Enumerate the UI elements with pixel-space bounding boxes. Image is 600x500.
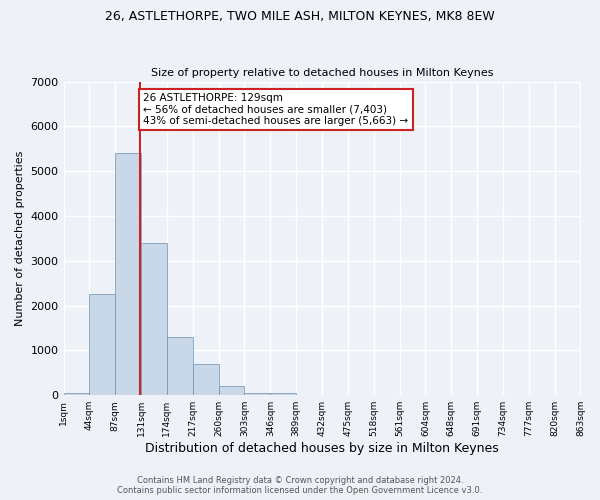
Text: 26, ASTLETHORPE, TWO MILE ASH, MILTON KEYNES, MK8 8EW: 26, ASTLETHORPE, TWO MILE ASH, MILTON KE… [105,10,495,23]
Y-axis label: Number of detached properties: Number of detached properties [15,150,25,326]
X-axis label: Distribution of detached houses by size in Milton Keynes: Distribution of detached houses by size … [145,442,499,455]
Title: Size of property relative to detached houses in Milton Keynes: Size of property relative to detached ho… [151,68,493,78]
Bar [89,294,115,395]
Bar [167,337,193,395]
Bar [271,393,296,395]
Bar [218,386,244,395]
Bar [115,153,141,395]
Bar [64,393,89,395]
Bar [141,243,167,395]
Bar [244,393,271,395]
Text: 26 ASTLETHORPE: 129sqm
← 56% of detached houses are smaller (7,403)
43% of semi-: 26 ASTLETHORPE: 129sqm ← 56% of detached… [143,93,409,126]
Bar [193,364,218,395]
Text: Contains HM Land Registry data © Crown copyright and database right 2024.
Contai: Contains HM Land Registry data © Crown c… [118,476,482,495]
